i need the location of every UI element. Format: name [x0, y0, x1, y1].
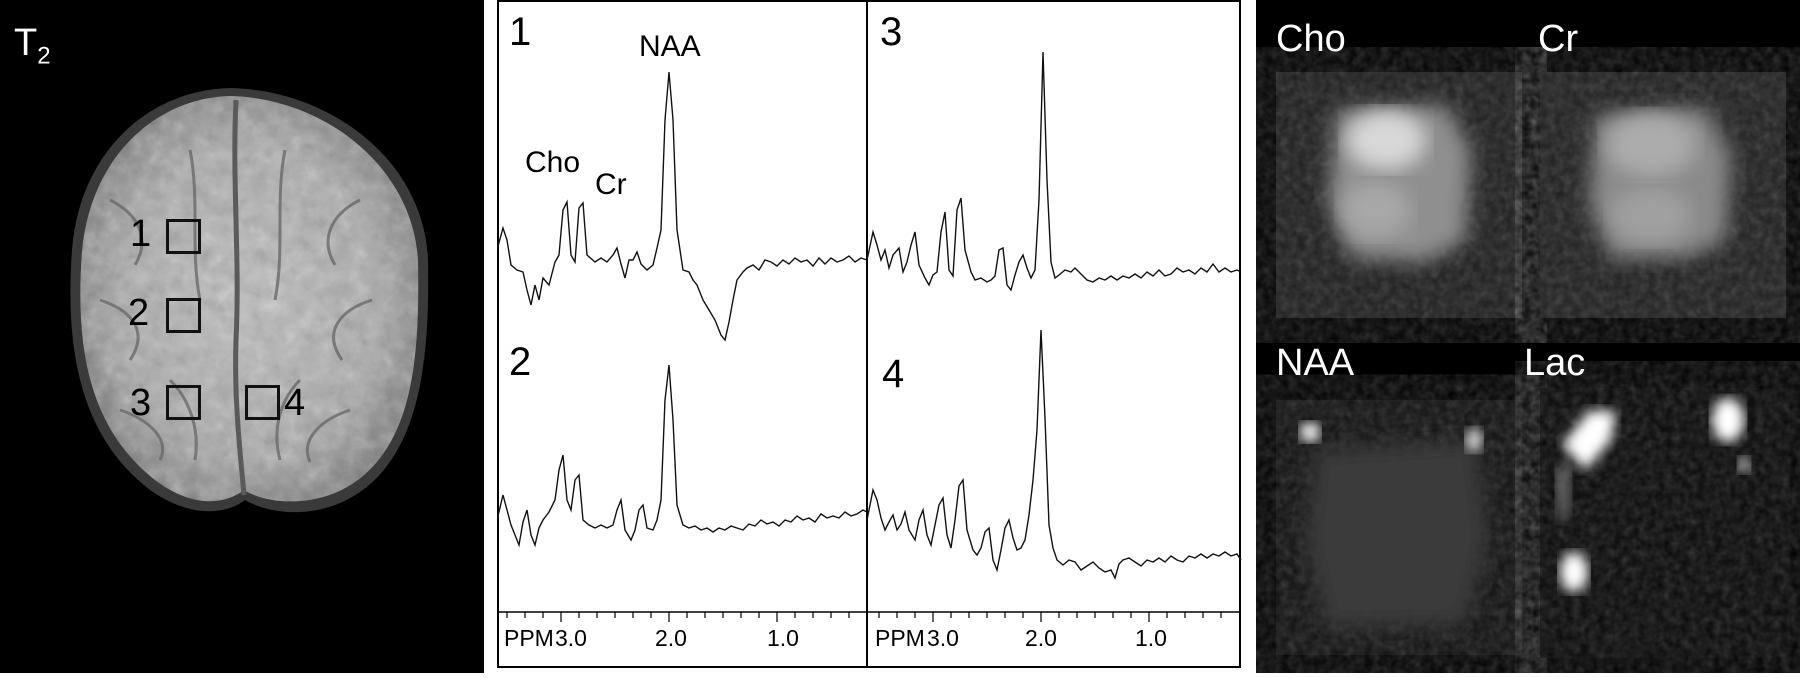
spectra-panel: 1 3 2 4 NAA Cho Cr PPM 3.0 2.0 1.0 PPM 3… — [496, 0, 1242, 669]
voxel-box-4 — [245, 385, 280, 420]
axis-unit-left: PPM — [504, 625, 554, 651]
map-lac — [1540, 388, 1790, 658]
spectrum-number-4: 4 — [882, 352, 905, 396]
t2-title-letter: T — [14, 22, 38, 64]
voxel-label-3: 3 — [130, 382, 152, 424]
map-label-cho: Cho — [1276, 18, 1346, 60]
map-label-cr: Cr — [1538, 18, 1579, 60]
voxel-box-3 — [166, 385, 201, 420]
t2-title-subscript: 2 — [37, 42, 51, 70]
ppm-axis-ticks — [506, 612, 1222, 622]
voxel-box-1 — [166, 219, 201, 254]
axis-tick-right-1: 1.0 — [1135, 625, 1167, 651]
t2-title: T2 — [14, 22, 51, 71]
voxel-box-2 — [166, 298, 201, 333]
peak-label-cho: Cho — [525, 146, 581, 179]
axis-tick-left-3: 3.0 — [555, 625, 587, 651]
axis-tick-left-1: 1.0 — [767, 625, 799, 651]
map-cr — [1540, 72, 1786, 318]
spectra-svg — [496, 0, 1242, 668]
metabolite-maps-panel: Cho Cr NAA Lac — [1256, 0, 1800, 673]
spectrum-trace-3 — [866, 51, 1242, 292]
map-label-naa: NAA — [1276, 342, 1355, 384]
spectrum-number-2: 2 — [509, 340, 532, 384]
peak-label-cr: Cr — [595, 168, 627, 201]
brain-axial-image — [70, 88, 429, 513]
metabolite-maps-svg — [1276, 72, 1790, 658]
axis-tick-right-2: 2.0 — [1025, 625, 1057, 651]
map-cho — [1276, 72, 1522, 318]
axis-tick-left-2: 2.0 — [655, 625, 687, 651]
voxel-label-2: 2 — [128, 292, 150, 334]
peak-label-naa: NAA — [639, 30, 701, 63]
spectrum-number-1: 1 — [509, 10, 532, 54]
spectra-frame-right — [866, 0, 1241, 668]
map-label-lac: Lac — [1524, 342, 1586, 384]
spectrum-trace-4 — [866, 329, 1242, 580]
map-naa — [1276, 400, 1522, 655]
axis-tick-right-3: 3.0 — [927, 625, 959, 651]
voxel-label-1: 1 — [130, 213, 152, 255]
spectrum-trace-1 — [496, 71, 868, 342]
spectra-frame-left — [497, 0, 868, 668]
spectrum-number-3: 3 — [880, 10, 903, 54]
spectrum-trace-2 — [496, 364, 868, 548]
voxel-label-4: 4 — [284, 382, 306, 424]
t2-mri-panel: T2 1 2 3 4 — [0, 0, 484, 673]
axis-unit-right: PPM — [875, 625, 925, 651]
